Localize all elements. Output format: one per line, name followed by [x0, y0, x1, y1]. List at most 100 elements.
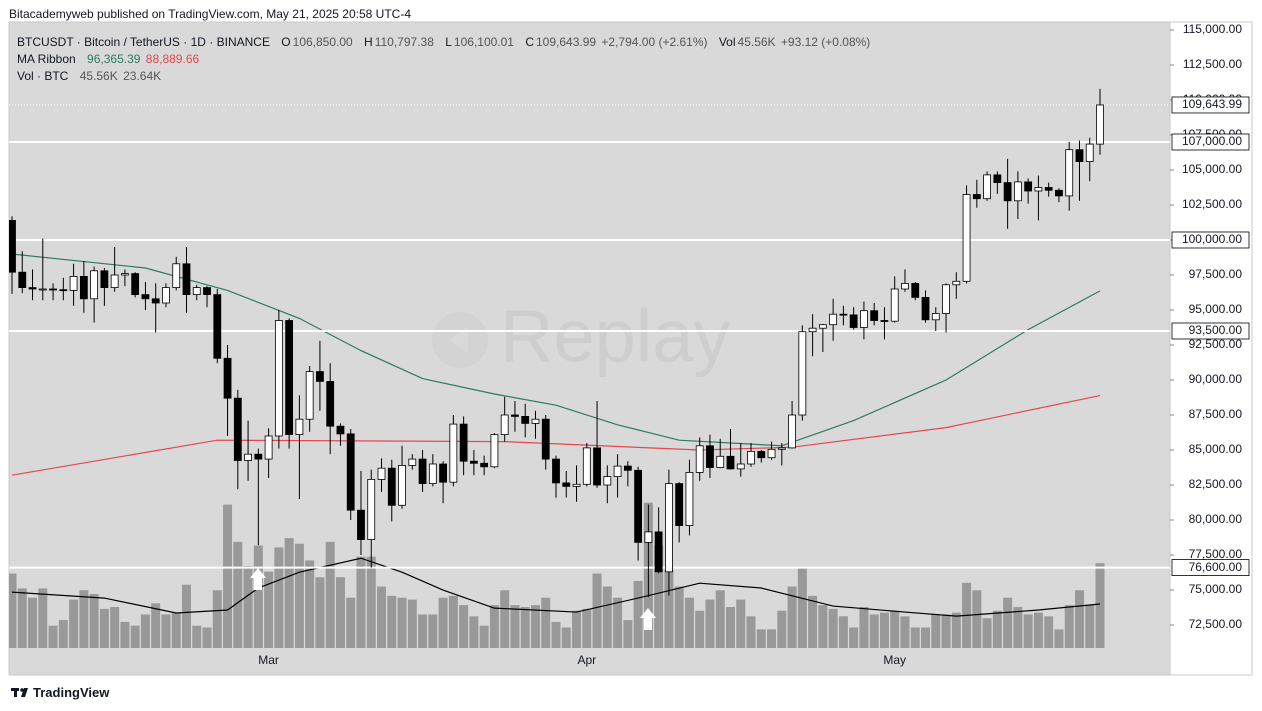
volume-bar: [1064, 605, 1074, 648]
candle-body: [439, 463, 447, 483]
candle-body: [716, 455, 725, 468]
candle-body: [305, 371, 314, 420]
candle-body: [788, 414, 796, 449]
volume-bar: [243, 566, 253, 648]
volume-bar: [705, 599, 715, 648]
candle-body: [623, 465, 632, 471]
watermark-icon: [450, 326, 468, 354]
volume-ma-line: [11, 557, 1101, 617]
volume-bar: [305, 560, 315, 648]
volume-bar: [931, 614, 941, 648]
candle-body: [644, 531, 653, 543]
volume-bar: [192, 625, 202, 648]
volume-bar: [869, 614, 879, 648]
volume-bar: [972, 590, 982, 648]
candle-body: [1044, 187, 1053, 191]
candle-body: [274, 320, 283, 437]
y-tick-label: 102,500.00: [1182, 197, 1242, 211]
ohlc-prefix: H: [364, 35, 373, 49]
volume-bar: [48, 625, 58, 648]
volume-bar: [746, 616, 756, 648]
volume-bar: [223, 504, 233, 648]
volume-bar: [151, 603, 161, 648]
volume-bar: [602, 586, 612, 648]
volume-bar: [623, 620, 633, 648]
candle-body: [59, 289, 68, 292]
volume-bar: [859, 607, 869, 648]
candle-body: [213, 294, 222, 359]
volume-bar: [356, 556, 366, 648]
volume-bar: [1085, 605, 1095, 648]
volume-bar: [459, 605, 469, 648]
candle-body: [28, 287, 37, 290]
candle-body: [418, 458, 427, 484]
volume-bar: [951, 612, 961, 648]
candle-body: [952, 280, 961, 286]
x-tick-label: Apr: [577, 653, 596, 667]
candle-body: [408, 458, 417, 466]
volume-bar: [335, 577, 345, 648]
candle-body: [254, 453, 263, 460]
candle-body: [808, 327, 817, 333]
candle-body: [603, 476, 612, 486]
volume-bar: [438, 597, 448, 648]
volume-bar: [520, 607, 530, 648]
volume-bar: [541, 597, 551, 648]
candle-body: [777, 447, 786, 450]
ma-line: [11, 253, 1101, 447]
volume-bar: [79, 590, 89, 648]
candle-body: [860, 310, 868, 328]
candle-body: [1003, 182, 1012, 202]
ma-value: 96,365.39: [87, 52, 141, 66]
volume-bar: [315, 577, 325, 648]
last-price-label-box: [1171, 96, 1250, 114]
footer-logo: [11, 688, 28, 697]
volume-bar: [69, 599, 79, 648]
volume-bar: [89, 593, 99, 648]
ohlc-value: 106,850.00: [292, 35, 353, 49]
candle-body: [798, 331, 807, 416]
y-tick-label: 97,500.00: [1189, 267, 1243, 281]
candle-body: [69, 275, 78, 291]
candle-body: [357, 509, 365, 540]
candle-body: [162, 287, 170, 304]
volume-bar: [890, 610, 900, 648]
volume-bar: [325, 541, 335, 648]
volume-bar: [294, 543, 304, 648]
plot: [9, 88, 1170, 648]
volume-bar: [592, 573, 602, 648]
volume-bar: [1054, 629, 1064, 648]
volume-bar: [879, 612, 889, 648]
watermark: Replay: [432, 295, 730, 378]
candle-body: [531, 418, 540, 424]
volume-bar: [140, 614, 150, 648]
volume-bar: [725, 607, 735, 648]
logo-part: [14, 688, 17, 697]
hline-label: 76,600.00: [1189, 560, 1243, 574]
volume-bar: [808, 595, 818, 648]
candle-body: [675, 483, 684, 526]
candle-body: [367, 478, 376, 540]
hline-label: 100,000.00: [1182, 232, 1242, 246]
volume-bar: [572, 610, 582, 648]
candle-body: [521, 415, 530, 424]
volume-bar: [500, 590, 510, 648]
ma-title: MA Ribbon: [17, 52, 76, 66]
volume-bar: [202, 627, 212, 648]
vol-ma-value: 23.64K: [123, 69, 162, 83]
ohlc-value: 110,797.38: [374, 35, 434, 49]
candle-body: [1024, 181, 1033, 192]
volume-bar: [28, 597, 38, 648]
candle-body: [849, 314, 858, 328]
volume-bar: [1033, 612, 1043, 648]
candle-body: [480, 462, 489, 468]
vol-prefix: Vol: [718, 35, 736, 49]
y-tick-label: 115,000.00: [1183, 22, 1242, 36]
footer: TradingView: [33, 685, 110, 700]
candle-body: [316, 371, 324, 382]
arrow-icon: [250, 568, 266, 590]
candle-body: [449, 423, 458, 483]
y-tick-label: 90,000.00: [1189, 372, 1243, 386]
candle-body: [295, 418, 304, 435]
